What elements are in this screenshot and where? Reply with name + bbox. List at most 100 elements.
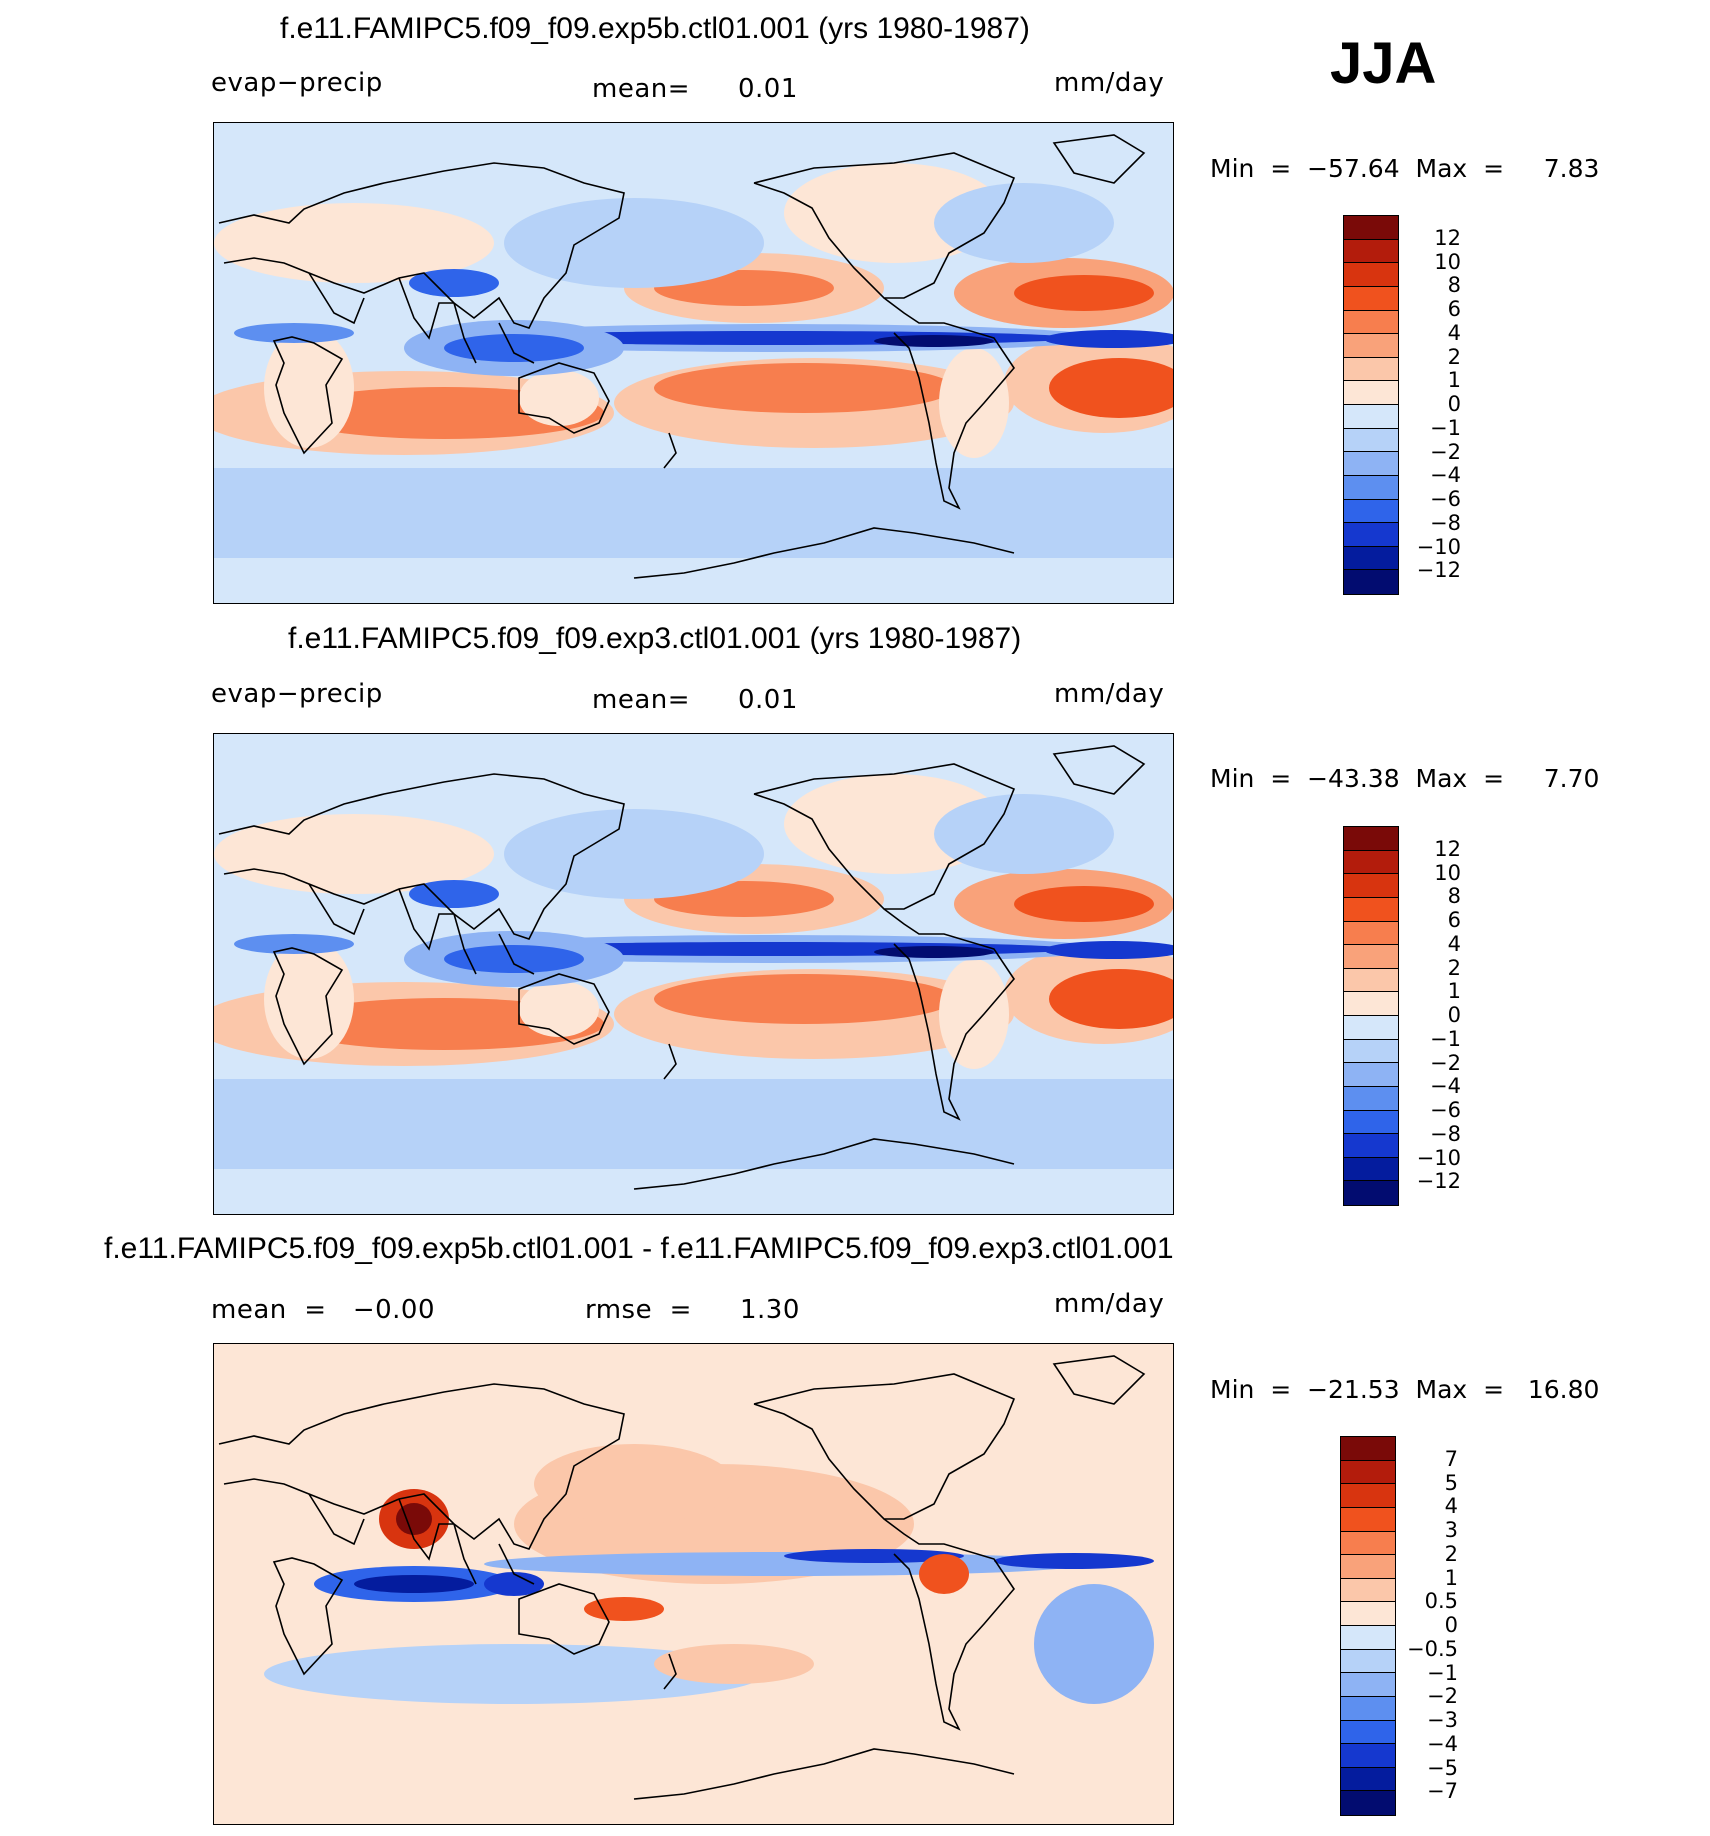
field-region <box>214 1079 1173 1169</box>
colorbar-swatch <box>1344 921 1398 946</box>
colorbar-level-label: 7 <box>1444 1446 1458 1471</box>
field-region <box>444 945 584 973</box>
field-region <box>519 370 599 426</box>
colorbar-level-label: 12 <box>1434 225 1461 250</box>
field-region <box>1014 886 1154 922</box>
field-region <box>1049 358 1173 418</box>
field-region <box>784 1549 964 1563</box>
colorbar-swatch <box>1344 992 1398 1016</box>
colorbar-swatch <box>1341 1578 1395 1603</box>
panel-2-title: f.e11.FAMIPC5.f09_f09.exp3.ctl01.001 (yr… <box>288 622 1022 655</box>
field-region <box>994 1553 1154 1569</box>
colorbar-level-label: −2 <box>1427 1684 1458 1709</box>
field-region <box>264 1644 764 1704</box>
colorbar-level-label: −1 <box>1427 1660 1458 1685</box>
panel-3-mean: mean = −0.00 <box>211 1295 436 1325</box>
coastline <box>453 1523 535 1585</box>
coastline <box>218 162 625 329</box>
colorbar-swatch <box>1344 827 1398 851</box>
season-label: JJA <box>1330 31 1437 96</box>
coastline <box>633 527 1015 579</box>
colorbar-swatch <box>1344 850 1398 875</box>
colorbar-swatch <box>1344 874 1398 898</box>
colorbar-level-label: −2 <box>1430 1050 1461 1075</box>
field-region <box>214 468 1173 558</box>
colorbar-level-label: −8 <box>1430 1121 1461 1146</box>
colorbar-level-label: −8 <box>1430 510 1461 535</box>
panel-2-minmax: Min = −43.38 Max = 7.70 <box>1210 764 1600 793</box>
colorbar-swatch <box>1344 546 1398 571</box>
panel-3-map-field <box>214 1344 1173 1824</box>
colorbar-swatch <box>1344 1086 1398 1111</box>
colorbar-swatch <box>1344 357 1398 382</box>
field-region <box>234 934 354 954</box>
colorbar-level-label: 8 <box>1447 884 1461 909</box>
colorbar-swatch <box>1344 1134 1398 1158</box>
coastline <box>272 947 344 1066</box>
colorbar-level-label: 6 <box>1447 908 1461 932</box>
field-region <box>354 1575 474 1593</box>
coastline <box>518 1583 610 1655</box>
coastline <box>518 973 610 1045</box>
colorbar-swatch <box>1344 216 1398 240</box>
colorbar-swatch <box>1344 334 1398 358</box>
field-region <box>1014 275 1154 311</box>
coastline <box>663 1653 677 1690</box>
colorbar-swatch <box>1344 310 1398 335</box>
panel-2-colorbar <box>1343 826 1399 1206</box>
panel-1-mean-value: 0.01 <box>738 74 798 104</box>
colorbar-level-label: 5 <box>1444 1470 1458 1495</box>
panel-3-map <box>213 1343 1174 1825</box>
colorbar-level-label: −12 <box>1416 1169 1461 1194</box>
colorbar-level-label: −6 <box>1430 487 1461 511</box>
field-region <box>519 981 599 1037</box>
field-region <box>654 1644 814 1684</box>
colorbar-level-label: 10 <box>1434 249 1461 274</box>
colorbar-swatch <box>1341 1437 1395 1461</box>
colorbar-swatch <box>1341 1720 1395 1745</box>
coastline <box>663 1043 677 1080</box>
colorbar-level-label: −4 <box>1430 463 1461 488</box>
colorbar-swatch <box>1344 1157 1398 1182</box>
colorbar-swatch <box>1344 897 1398 922</box>
field-region <box>409 880 499 908</box>
colorbar-swatch <box>1344 968 1398 993</box>
field-region <box>934 794 1114 874</box>
colorbar-swatch <box>1344 428 1398 453</box>
colorbar-level-label: −12 <box>1416 558 1461 583</box>
colorbar-level-label: 0 <box>1444 1613 1458 1637</box>
colorbar-swatch <box>1341 1602 1395 1626</box>
coastlines <box>218 1355 1146 1800</box>
field-region <box>504 809 764 899</box>
colorbar-swatch <box>1344 570 1398 594</box>
colorbar-swatch <box>1341 1507 1395 1532</box>
coastline <box>1052 134 1146 184</box>
field-region <box>919 1554 969 1594</box>
coastline <box>453 302 535 364</box>
colorbar-level-label: −2 <box>1430 439 1461 464</box>
coastline <box>272 336 344 455</box>
colorbar-swatch <box>1344 1039 1398 1064</box>
coastline <box>308 1493 454 1561</box>
colorbar-level-label: 2 <box>1447 955 1461 980</box>
colorbar-level-label: 0 <box>1447 392 1461 416</box>
coastline <box>753 152 1016 299</box>
field-region <box>234 323 354 343</box>
panel-2-map <box>213 733 1174 1215</box>
field-region <box>484 1552 1084 1576</box>
colorbar-level-label: −7 <box>1427 1779 1458 1804</box>
panel-3-rmse-value: 1.30 <box>740 1295 800 1325</box>
coastline <box>753 763 1016 910</box>
colorbar-level-label: 4 <box>1447 320 1461 345</box>
coastline <box>1052 745 1146 795</box>
coastlines <box>218 134 1146 579</box>
colorbar-swatch <box>1341 1744 1395 1768</box>
colorbar-level-label: 12 <box>1434 836 1461 861</box>
coastline <box>883 297 1016 510</box>
coastline <box>883 1518 1016 1731</box>
coastline <box>663 432 677 469</box>
colorbar-level-label: 1 <box>1444 1565 1458 1590</box>
field-region <box>939 348 1009 458</box>
colorbar-level-label: 0.5 <box>1424 1589 1458 1614</box>
field-region <box>1044 330 1173 348</box>
